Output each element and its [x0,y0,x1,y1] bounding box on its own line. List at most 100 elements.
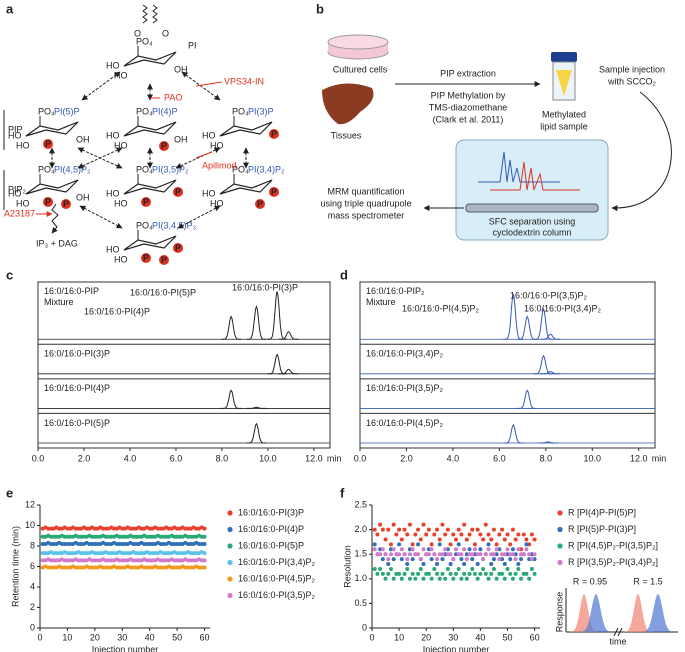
data-point [177,551,182,556]
data-point [199,534,204,539]
phospho-marker [43,139,53,149]
phospho-label: P [143,253,149,263]
inositol-ring [123,121,177,137]
panel-label: c [6,267,13,282]
x-axis-label: min [327,453,342,463]
phospho-label: P [143,197,149,207]
legend-marker [227,526,233,533]
data-point [524,537,529,542]
data-point [68,541,73,546]
data-point [456,527,461,532]
data-point [443,532,448,537]
data-point [120,526,125,531]
data-point [186,565,191,570]
data-point [394,532,399,537]
plot-frame [37,281,331,449]
data-point [375,571,380,576]
data-point [106,565,111,570]
x-tick-label: 10.0 [584,453,602,463]
node-label: PI(3)P [248,106,274,116]
data-point [112,526,117,531]
data-point [502,562,507,567]
data-point [440,552,445,557]
peak [503,423,524,444]
data-point [505,547,510,552]
data-point [79,534,84,539]
data-point [481,537,486,542]
data-point [177,534,182,539]
data-point [486,542,491,547]
data-point [147,551,152,556]
peak [517,389,538,409]
data-point [106,541,111,546]
data-point [432,532,437,537]
data-point [84,551,89,556]
data-point [481,557,486,562]
data-point [92,534,97,539]
x-tick-label: 0.0 [32,453,45,463]
data-point [486,576,491,581]
data-point [186,534,191,539]
data-point [459,557,464,562]
source-label: Cultured cells [333,64,388,74]
sfc-box [455,139,609,241]
data-point [133,534,138,539]
data-point [405,532,410,537]
data-point [413,576,418,581]
data-point [418,557,423,562]
data-point [516,547,521,552]
data-point [117,534,122,539]
legend-marker [227,592,233,599]
data-point [399,557,404,562]
data-point [98,551,103,556]
step-label: PIP extraction [440,68,496,78]
data-point [79,558,84,563]
legend-label: 16:0/16:0-PI(3,4)P₂ [238,557,316,567]
data-point [112,551,117,556]
phosphate-label: PO₄ [136,220,153,230]
phosphate-label: PO₄ [38,164,55,174]
data-point [188,558,193,563]
panel-label: d [340,267,348,282]
data-point [92,565,97,570]
data-point [448,571,453,576]
data-point [462,547,467,552]
data-point [459,576,464,581]
phosphate-label: PO₄ [38,106,55,116]
inset-axis-label: time [609,636,626,646]
legend-label: 16:0/16:0-PI(4)P [238,524,304,534]
x-tick-label: 8.0 [540,453,553,463]
hydroxyl-label: HO [114,70,128,80]
x-tick-label: 12.0 [305,453,323,463]
data-point [147,526,152,531]
data-point [169,565,174,570]
hydroxyl-label: HO [114,140,128,150]
data-point [103,565,108,570]
data-point [188,551,193,556]
y-tick-label: 2.0 [354,524,367,534]
legend-label: R [PI(4)P-PI(5)P] [568,507,636,517]
data-point [101,565,106,570]
x-tick-label: 4.0 [447,453,460,463]
data-point [410,542,415,547]
data-point [467,571,472,576]
data-point [516,562,521,567]
data-point [51,541,56,546]
data-point [202,558,207,563]
peak [538,441,559,444]
phospho-label: P [161,255,167,265]
y-tick-label: 6 [30,561,35,571]
data-point [43,551,48,556]
peak [533,307,554,340]
peak [246,422,267,444]
hydroxyl-label: OH [76,192,90,202]
trace-label: 16:0/16:0-PI(3)P [44,349,110,359]
legend-marker [557,559,563,566]
data-point [172,534,177,539]
data-point [462,571,467,576]
chromatogram-illustration [490,161,580,191]
data-point [131,541,136,546]
data-point [513,571,518,576]
data-point [416,552,421,557]
data-point [101,526,106,531]
